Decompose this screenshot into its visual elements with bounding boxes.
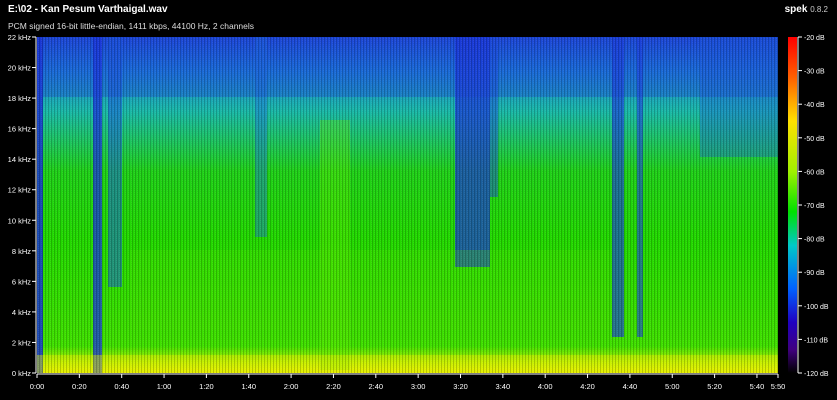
db-tick-label: -90 dB [804,270,825,277]
time-tick-label: 1:00 [157,382,172,391]
time-tick-label: 5:50 [771,382,786,391]
app-name: spek [784,4,808,15]
db-tick-label: -50 dB [804,136,825,143]
db-tick-label: -40 dB [804,102,825,109]
db-tick-label: -110 dB [804,337,828,344]
time-tick-label: 4:00 [538,382,553,391]
freq-tick-label: 8 kHz [12,247,31,256]
time-tick-label: 1:20 [199,382,214,391]
freq-tick-label: 0 kHz [12,369,31,378]
time-tick-label: 2:20 [326,382,341,391]
freq-tick-label: 10 kHz [8,216,32,225]
time-tick-label: 4:40 [623,382,638,391]
freq-tick-label: 14 kHz [8,155,32,164]
freq-tick-label: 20 kHz [8,64,32,73]
db-tick-label: -100 dB [804,304,829,311]
time-tick-label: 0:20 [72,382,87,391]
freq-tick-label: 6 kHz [12,277,31,286]
db-color-bar [788,37,797,373]
time-tick-label: 0:40 [114,382,129,391]
freq-tick-label: 12 kHz [8,186,32,195]
time-tick-label: 3:40 [496,382,511,391]
app-version: 0.8.2 [810,5,828,14]
time-tick-label: 5:00 [665,382,680,391]
db-scale-labels: -20 dB -30 dB -40 dB -50 dB -60 dB -70 dB -80 … [798,35,829,378]
time-tick-label: 5:40 [750,382,765,391]
time-axis: 0:00 0:20 0:40 1:00 1:20 1:40 2:00 2:20 2:40 3:00… [30,373,786,391]
freq-tick-label: 4 kHz [12,308,31,317]
time-tick-label: 2:00 [284,382,299,391]
db-scale [788,37,799,373]
time-tick-label: 0:00 [30,382,45,391]
time-tick-label: 1:40 [241,382,256,391]
time-tick-label: 2:40 [368,382,383,391]
file-title: E:\02 - Kan Pesum Varthaigal.wav [8,4,168,15]
time-tick-label: 4:20 [580,382,595,391]
db-tick-label: -30 dB [804,69,825,76]
freq-tick-label: 2 kHz [12,338,31,347]
freq-tick-label: 22 kHz [8,33,32,42]
time-tick-label: 3:20 [453,382,468,391]
db-tick-label: -80 dB [804,237,825,244]
time-tick-label: 5:20 [707,382,722,391]
db-tick-label: -70 dB [804,203,825,210]
db-tick-label: -20 dB [804,35,825,42]
time-tick-label: 3:00 [411,382,426,391]
db-tick-label: -60 dB [804,169,825,176]
spectrogram-plot [37,37,778,373]
db-tick-label: -120 dB [804,371,829,378]
app-brand: spek 0.8.2 [785,4,828,15]
frequency-axis: 22 kHz 20 kHz 18 kHz 16 kHz 14 kHz 12 kHz 10 k… [8,33,37,378]
freq-tick-label: 18 kHz [8,94,32,103]
audio-format-info: PCM signed 16-bit little-endian, 1411 kb… [8,21,255,31]
freq-tick-label: 16 kHz [8,125,32,134]
